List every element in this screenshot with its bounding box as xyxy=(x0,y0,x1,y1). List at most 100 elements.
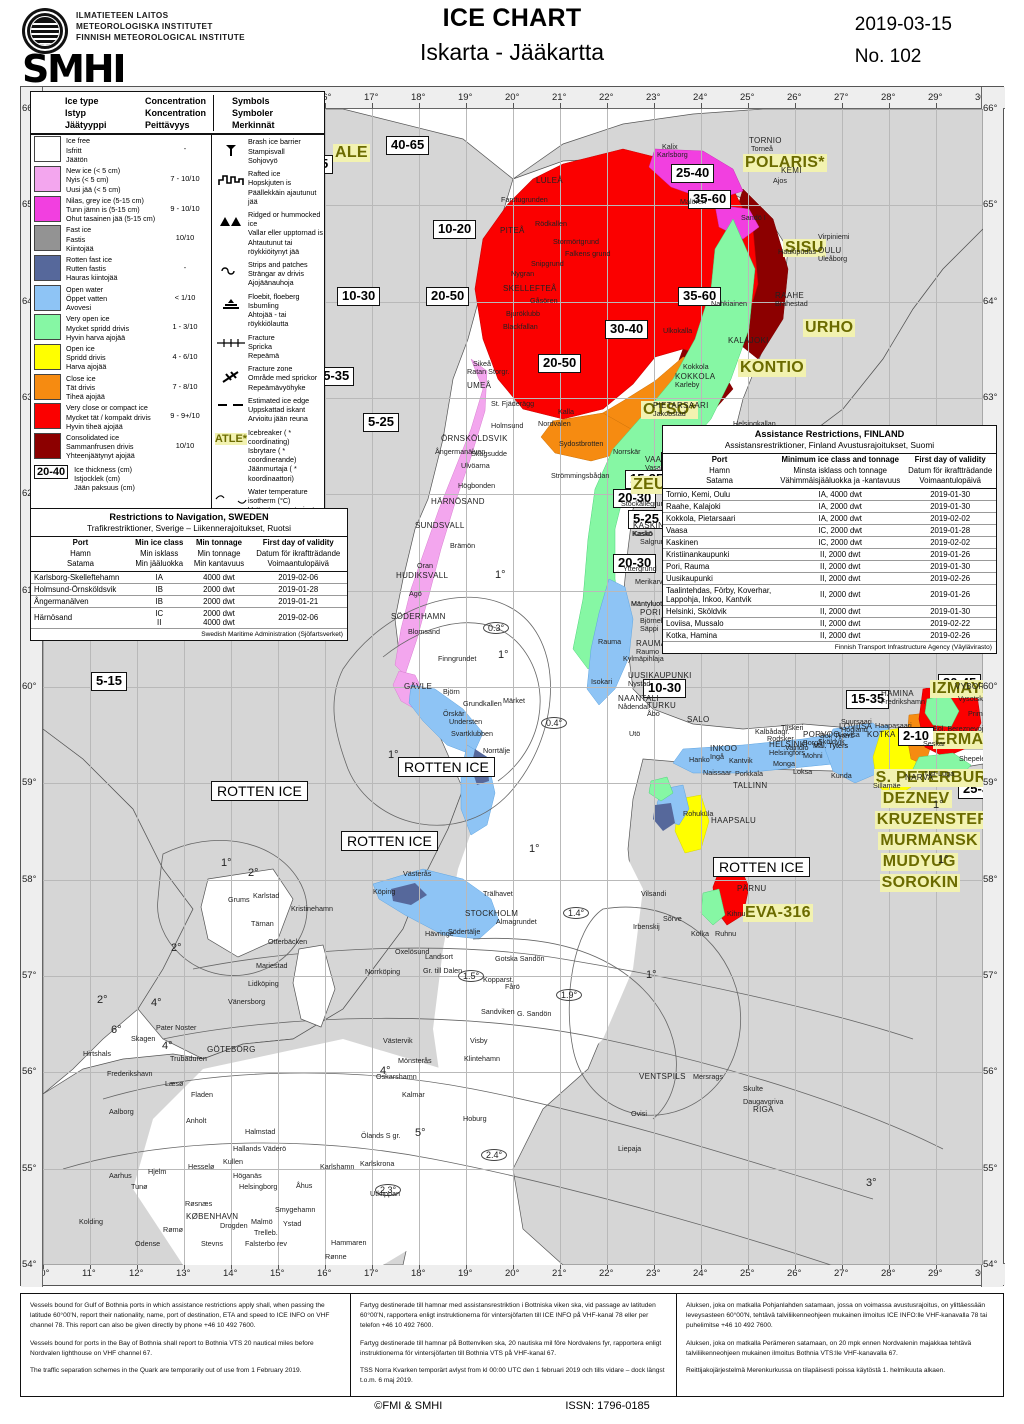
place-label: RAAHE xyxy=(775,291,805,300)
symbol-names: Fracture zone Område med sprickor Repeämäv… xyxy=(248,364,317,392)
table-cell: Uusikaupunki xyxy=(663,572,777,585)
longitude-label: 26° xyxy=(787,92,802,103)
table-cell: Raahe, Kalajoki xyxy=(663,500,777,513)
legend-ice-type-row: Nilas, grey ice (5-15 cm) Tunn jämn is (5… xyxy=(31,195,211,225)
sweden-table-grid: Port Hamn Satama Min ice class Min isklass Mi… xyxy=(31,536,347,629)
place-label: Møn xyxy=(204,1264,218,1265)
place-label: Tiiskeri xyxy=(781,723,804,732)
place-label: KEMI xyxy=(781,166,802,175)
footer-notes-en: Vessels bound for Gulf of Bothnia ports … xyxy=(21,1294,351,1396)
ice-thickness-box: 35-60 xyxy=(678,287,722,306)
place-label: TALLINN xyxy=(733,781,768,790)
place-label: Karlshamn xyxy=(320,1162,355,1171)
isotherm-label: 1° xyxy=(529,843,540,855)
graticule-parallel xyxy=(43,1168,983,1170)
sweden-table-subtitle: Trafikrestriktioner, Sverige – Liikenner… xyxy=(86,523,292,533)
chart-number: No. 102 xyxy=(854,46,922,67)
graticule-tick xyxy=(889,103,890,108)
legend-ice-type-row: Very open ice Mycket spridd drivis Hyvin h… xyxy=(31,313,211,343)
place-label: Södertälje xyxy=(448,927,481,936)
legend-conc-sv: Koncentration xyxy=(145,108,207,119)
ice-color-swatch xyxy=(34,314,61,341)
place-label: KALAJOKI xyxy=(728,336,769,345)
place-label: LULEÅ xyxy=(536,176,563,185)
place-label: Västerås xyxy=(403,869,432,878)
graticule-tick xyxy=(419,103,420,108)
place-label: Nygran xyxy=(511,269,535,278)
issn-text: ISSN: 1796-0185 xyxy=(565,1400,650,1412)
place-label: Rohuküla xyxy=(683,809,714,818)
ice-type-names: Nilas, grey ice (5-15 cm) Tunn jämn is (5… xyxy=(66,196,162,224)
longitude-label: 24° xyxy=(693,1268,708,1279)
latitude-label: 61° xyxy=(22,585,36,596)
graticule-tick xyxy=(936,1264,937,1269)
place-label: Landsort xyxy=(425,952,453,961)
place-label: Gåsören xyxy=(530,296,558,305)
place-label: Seskar xyxy=(923,739,946,748)
finland-table-subtitle: Assistansrestriktioner, Finland Avustusr… xyxy=(724,440,935,450)
table-cell: Karlsborg-Skelleftehamn xyxy=(31,571,130,584)
longitude-label: 13° xyxy=(176,1268,191,1279)
ice-concentration: 7 - 10/10 xyxy=(170,174,200,184)
ice-color-swatch xyxy=(34,195,61,222)
place-label: HUDIKSVALL xyxy=(396,571,449,580)
place-label: Brämön xyxy=(450,541,476,550)
isotherm-label: 1.4° xyxy=(563,907,590,919)
map-canvas[interactable]: 40-6535-5525-4035-6030-4510-2010-3010-30… xyxy=(43,109,983,1265)
longitude-label: 11° xyxy=(82,1268,96,1279)
legend-symbol-row: Fracture zone Område med sprickor Repeämäv… xyxy=(212,362,324,394)
footer-paragraph-sv: Fartyg destinerade till hamnar på Botten… xyxy=(360,1339,662,1357)
symbol-sv: Hopskjuten is xyxy=(248,178,292,188)
place-label: Virpiniemi xyxy=(818,232,850,241)
table-column-header: Port Hamn Satama xyxy=(663,453,777,489)
place-label: Kalbådagr. xyxy=(755,727,790,736)
graticule-parallel xyxy=(43,590,983,592)
place-label: Hirtshals xyxy=(83,1049,111,1058)
symbol-fi: Repeämä xyxy=(248,351,280,361)
legend-ice-type-row: Ice free Isfritt Jäätön - xyxy=(31,135,211,165)
symbol-names: Fracture Spricka Repeämä xyxy=(248,333,279,361)
symbol-fi: Ahtojää - tai röykkiölautta xyxy=(248,310,289,329)
table-row: Kokkola, Pietarsaari IA, 2000 dwt 2019-02-… xyxy=(663,512,996,525)
table-cell: 2019-01-30 xyxy=(904,605,996,618)
place-label: Otterbäcken xyxy=(268,937,308,946)
isotherm-label: 1° xyxy=(388,749,399,761)
place-label: Nahkiainen xyxy=(711,299,747,308)
graticule-tick xyxy=(560,1264,561,1269)
place-label: Nystad xyxy=(628,679,651,688)
table-row: Tornio, Kemi, Oulu IA, 4000 dwt 2019-01-30 xyxy=(663,488,996,501)
place-label: Kaskö xyxy=(632,529,652,538)
place-label: Blackfallan xyxy=(503,322,538,331)
icebreaker-label: DEZNEV xyxy=(880,790,952,808)
table-column-header: Minimum ice class and tonnage Minsta iskl… xyxy=(776,453,905,489)
graticule-tick xyxy=(701,103,702,108)
ice-concentration: - xyxy=(183,144,187,154)
table-cell: Vaasa xyxy=(663,524,777,537)
graticule-tick xyxy=(513,103,514,108)
legend-col-concentration: Concentration Koncentration Peittävyys xyxy=(143,95,213,131)
ice-thickness-box: 40-65 xyxy=(386,136,430,155)
legend-sym-en: Symbols xyxy=(232,96,270,106)
legend-ice-type-row: Very close or compact ice Mycket tät / ko… xyxy=(31,402,211,432)
isotherm-label: 1° xyxy=(498,649,509,661)
graticule-parallel xyxy=(43,1072,983,1074)
place-label: Farstugrunden xyxy=(501,195,548,204)
latitude-label: 58° xyxy=(22,873,37,885)
latitude-label: 66° xyxy=(983,103,998,114)
place-label: Frederikshavn xyxy=(107,1069,153,1078)
place-label: Karlstad xyxy=(253,891,280,900)
place-label: Norrskär xyxy=(613,447,641,456)
credits-line: ©FMI & SMHI ISSN: 1796-0185 xyxy=(0,1400,1024,1412)
graticule-tick xyxy=(748,103,749,108)
place-label: Örskär xyxy=(443,709,465,718)
longitude-label: 22° xyxy=(599,92,614,103)
place-label: Raumo xyxy=(636,647,660,656)
place-label: Vysotsk xyxy=(958,694,983,703)
place-label: Stevns xyxy=(201,1239,223,1248)
table-cell: Kokkola, Pietarsaari xyxy=(663,512,777,525)
ice-type-sv: Sammanfrusen drivis xyxy=(66,442,134,452)
ice-concentration: 9 - 10/10 xyxy=(170,203,200,213)
place-label: Ratan Storgr. xyxy=(467,367,510,376)
footer-paragraph-en: The traffic separation schemes in the Qu… xyxy=(30,1367,302,1375)
ice-type-names: Open water Öppet vatten Avovesi xyxy=(66,285,162,313)
